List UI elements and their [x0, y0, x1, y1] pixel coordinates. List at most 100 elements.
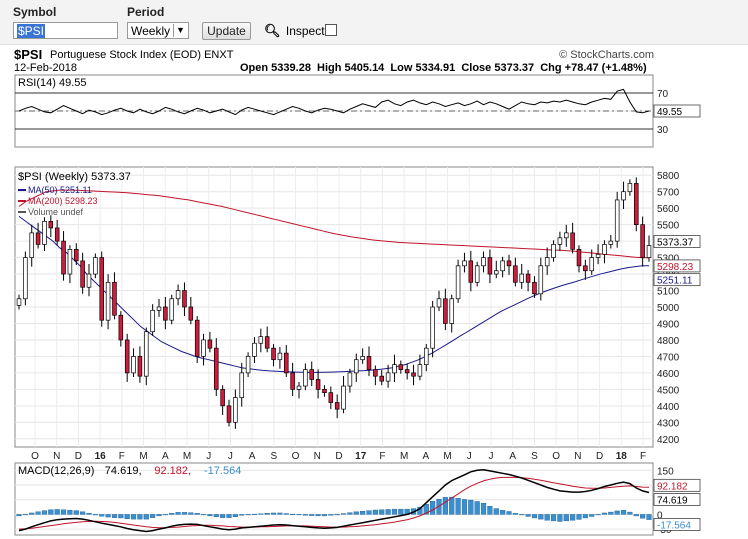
candle-body: [570, 232, 575, 250]
candle-body: [258, 336, 264, 344]
candle-body: [634, 183, 639, 225]
rsi-tick-label: 70: [657, 89, 669, 100]
macd-histogram-bar: [398, 508, 404, 515]
macd-histogram-bar: [251, 513, 258, 515]
macd-histogram-bar: [181, 512, 188, 515]
candle-body: [551, 244, 556, 258]
macd-histogram-bar: [340, 513, 347, 515]
price-panel: 4200 4300 4400 4500 4600 4700 4800 4900 5000 5100…: [14, 166, 701, 462]
rsi-tick-label: 50: [657, 107, 669, 118]
macd-signal-line: [18, 476, 650, 530]
price-legend-entry: Volume undef: [28, 207, 84, 217]
candle-body: [347, 372, 353, 387]
macd-frame: [14, 462, 654, 536]
price-tick-label: 4500: [657, 385, 680, 396]
macd-tick-label: 0: [657, 510, 663, 521]
price-ma50-label-box: [653, 273, 701, 287]
macd-histogram-bar: [258, 513, 264, 515]
candle-body: [264, 336, 270, 349]
macd-histogram-bar: [124, 514, 130, 520]
candle-body: [239, 372, 244, 398]
symbol-input[interactable]: $PSI: [13, 22, 118, 39]
macd-histogram-bar: [506, 511, 512, 515]
macd-histogram-bar: [162, 514, 168, 516]
macd-histogram-bar: [525, 514, 531, 517]
candle-body: [284, 352, 289, 374]
candle-body: [99, 257, 104, 321]
x-tick-label: A: [249, 451, 256, 462]
inspect-label: Inspect: [285, 24, 325, 38]
x-tick-label: N: [314, 451, 321, 462]
macd-histogram-bar: [633, 514, 639, 517]
chart-date: 12-Feb-2018: [14, 62, 77, 74]
x-tick-label: D: [596, 451, 603, 462]
magnifier-icon: 🔍︎: [264, 23, 281, 38]
macd-histogram-bar: [404, 508, 410, 515]
period-select[interactable]: Weekly ▼: [127, 22, 189, 39]
candle-body: [188, 306, 194, 321]
candle-body: [54, 227, 60, 242]
candle-body: [74, 249, 79, 262]
macd-histogram-bar: [595, 514, 601, 516]
macd-histogram-bar: [41, 510, 48, 515]
price-ma50-label: 5251.11: [657, 276, 693, 287]
price-tick-label: 4300: [657, 418, 680, 429]
inspect-toggle[interactable]: 🔍︎ Inspect: [264, 23, 325, 39]
candle-body: [201, 339, 206, 357]
update-button[interactable]: Update: [202, 22, 251, 40]
chart-symbol: $PSI: [14, 47, 43, 62]
ma50-line: [18, 215, 650, 373]
price-tick-label: 4700: [657, 352, 680, 363]
macd-histogram-bar: [480, 503, 487, 515]
macd-histogram-bar: [640, 514, 646, 519]
candle-body: [328, 392, 334, 403]
candle-body: [583, 265, 588, 272]
price-tick-label: 4600: [657, 369, 680, 380]
candle-body: [608, 240, 614, 245]
x-tick-label: F: [379, 451, 385, 462]
macd-histogram-bar: [487, 506, 493, 515]
price-tick-label: 5600: [657, 204, 680, 215]
macd-histogram-bar: [309, 514, 315, 516]
macd-histogram-bar: [73, 510, 79, 515]
macd-histogram-bar: [449, 496, 455, 515]
macd-histogram-bar: [321, 514, 328, 517]
chart-name: Portuguese Stock Index (EOD) ENXT: [50, 49, 234, 61]
candle-body: [424, 347, 429, 365]
macd-panel: 150 100 50 0 -50 MACD(12,26,9) 74.619, 92.182…: [14, 462, 701, 536]
macd-tick-label: -50: [657, 525, 672, 536]
macd-histogram-bar: [86, 513, 92, 515]
x-tick-label: F: [640, 451, 646, 462]
price-tick-label: 5500: [657, 221, 680, 232]
candle-body: [163, 306, 168, 321]
inspect-checkbox[interactable]: [325, 24, 337, 36]
macd-histogram-bar: [442, 497, 448, 515]
candle-body: [220, 389, 225, 407]
candle-body: [640, 224, 645, 258]
macd-histogram-bar: [226, 514, 232, 518]
candle-body: [595, 253, 601, 258]
candle-body: [494, 270, 499, 275]
macd-histogram-bar: [436, 498, 442, 515]
macd-histogram-bar: [99, 514, 105, 517]
period-label: Period: [127, 5, 165, 19]
macd-histogram-bar: [576, 514, 582, 520]
macd-histogram-bar: [589, 514, 595, 517]
macd-tick-label: 100: [657, 481, 674, 492]
macd-histogram-bar: [315, 514, 321, 517]
macd-histogram-bar: [417, 506, 423, 515]
candle-body: [417, 364, 423, 377]
macd-histogram-bar: [130, 514, 137, 520]
candle-body: [513, 265, 518, 283]
candle-body: [468, 260, 474, 283]
candle-body: [61, 240, 66, 275]
macd-histogram-bar: [302, 514, 308, 516]
price-close-label-box: [653, 235, 701, 248]
price-tick-label: 5400: [657, 237, 680, 248]
macd-histogram-bar: [239, 514, 245, 516]
price-tick-label: 4400: [657, 402, 680, 413]
rsi-frame: [14, 74, 654, 148]
candle-body: [226, 405, 232, 423]
macd-histogram-bar: [16, 514, 22, 517]
